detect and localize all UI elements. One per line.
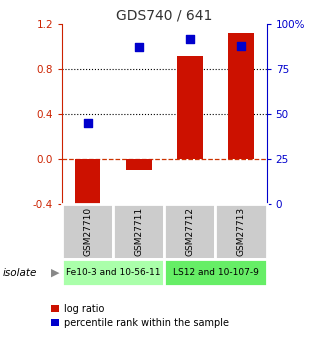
Point <box>136 45 141 50</box>
Text: LS12 and 10-107-9: LS12 and 10-107-9 <box>172 268 259 277</box>
Text: isolate: isolate <box>3 268 38 277</box>
Bar <box>126 159 152 170</box>
Text: GSM27710: GSM27710 <box>83 207 92 256</box>
Title: GDS740 / 641: GDS740 / 641 <box>116 9 212 23</box>
Point <box>239 43 244 48</box>
Point <box>85 120 90 126</box>
Legend: log ratio, percentile rank within the sample: log ratio, percentile rank within the sa… <box>51 304 229 328</box>
Bar <box>215 204 267 259</box>
Text: ▶: ▶ <box>51 268 60 277</box>
Text: GSM27712: GSM27712 <box>185 207 194 256</box>
Point <box>187 36 192 41</box>
Bar <box>62 204 113 259</box>
Text: GSM27713: GSM27713 <box>237 207 246 256</box>
Bar <box>177 56 203 159</box>
Bar <box>228 33 254 159</box>
Bar <box>113 204 164 259</box>
Text: GSM27711: GSM27711 <box>134 207 143 256</box>
Text: Fe10-3 and 10-56-11: Fe10-3 and 10-56-11 <box>66 268 160 277</box>
Bar <box>164 204 215 259</box>
Bar <box>62 259 164 286</box>
Bar <box>164 259 267 286</box>
Bar <box>75 159 100 213</box>
